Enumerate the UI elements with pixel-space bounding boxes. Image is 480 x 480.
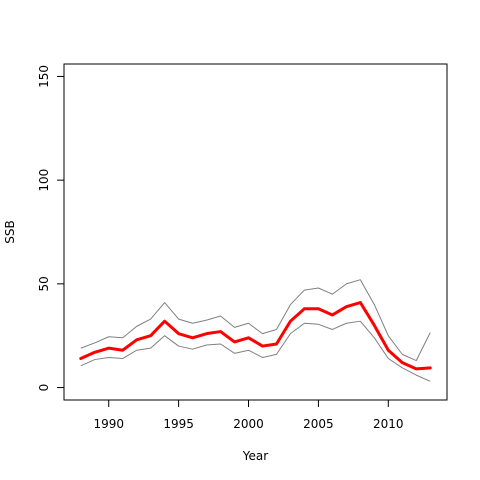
- y-tick-label: 50: [37, 276, 51, 291]
- x-tick-label: 2010: [373, 417, 404, 431]
- x-tick-label: 1995: [163, 417, 194, 431]
- y-axis-label: SSB: [3, 220, 17, 243]
- y-tick-label: 0: [37, 384, 51, 392]
- x-axis: 1990 1995 2000 2005 2010: [93, 400, 404, 431]
- x-axis-label: Year: [242, 449, 268, 463]
- plot-frame: [63, 63, 448, 401]
- x-tick-label: 1990: [93, 417, 124, 431]
- series-layer: [79, 279, 432, 382]
- x-tick-label: 2000: [233, 417, 264, 431]
- x-tick-label: 2005: [303, 417, 334, 431]
- series-line-lower: [80, 320, 431, 382]
- series-line-upper: [80, 279, 431, 362]
- y-axis: 0 50 100 150: [37, 65, 64, 391]
- series-line-estimate: [79, 301, 432, 371]
- y-tick-label: 150: [37, 65, 51, 88]
- y-tick-label: 100: [37, 169, 51, 192]
